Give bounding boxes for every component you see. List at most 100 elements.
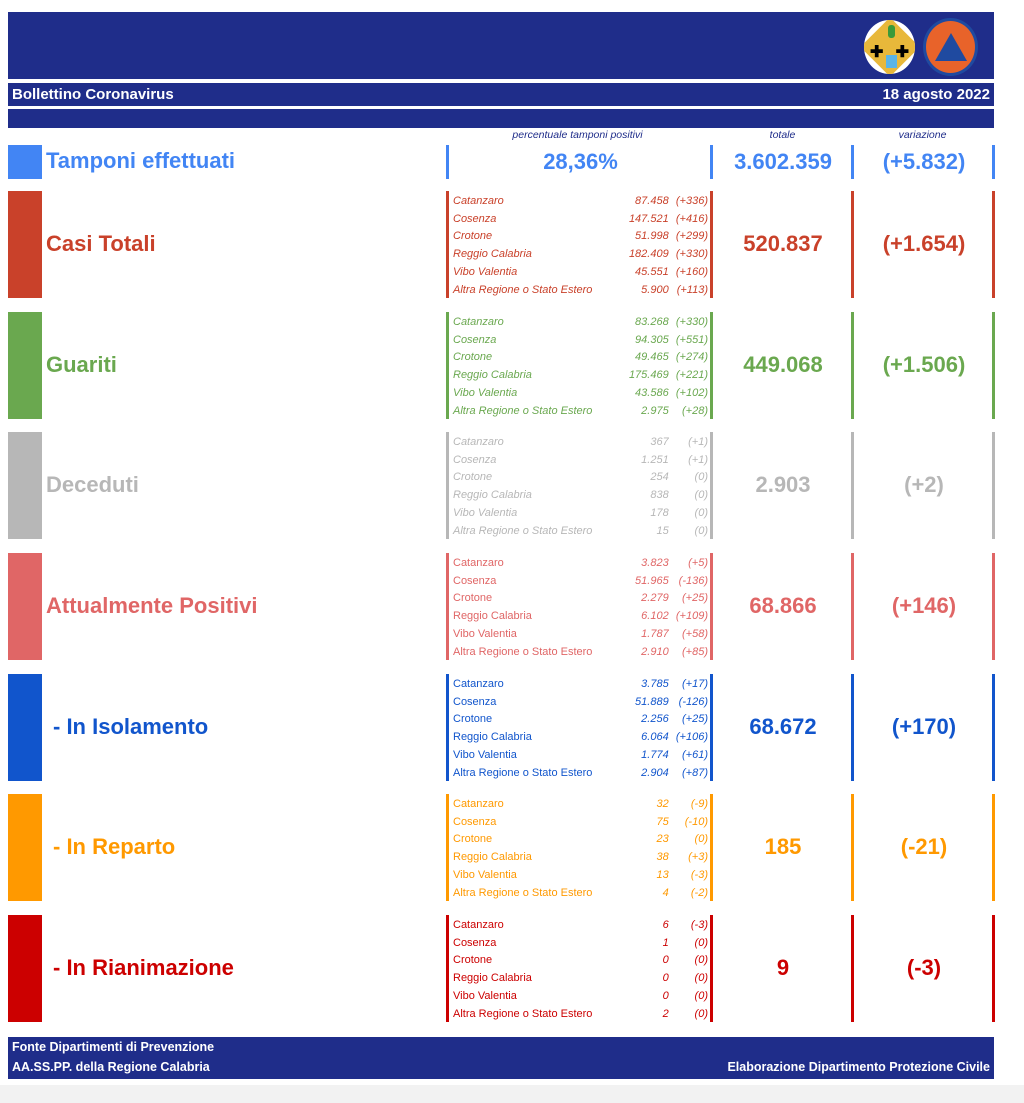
province-delta: (+85) (682, 645, 708, 658)
province-row: Vibo Valentia 43.586 (+102) (453, 384, 708, 402)
province-value: 1 (662, 936, 669, 949)
province-row: Crotone 23 (0) (453, 831, 708, 849)
province-row: Crotone 51.998 (+299) (453, 228, 708, 246)
province-delta: (-3) (690, 869, 708, 882)
province-name: Cosenza (453, 333, 497, 346)
province-delta: (+336) (675, 194, 708, 207)
province-name: Reggio Calabria (453, 369, 532, 382)
divider (992, 432, 995, 539)
province-name: Crotone (453, 230, 493, 243)
divider (851, 915, 854, 1022)
province-delta: (+87) (682, 766, 708, 779)
tamponi-change: (+5.832) (882, 149, 966, 174)
province-delta: (+330) (675, 248, 708, 261)
section-swatch (8, 674, 42, 781)
province-delta: (+106) (675, 731, 708, 744)
section-swatch (8, 312, 42, 419)
province-name: Catanzaro (453, 918, 504, 931)
footer-asp: AA.SS.PP. della Regione Calabria (12, 1060, 210, 1074)
province-row: Vibo Valentia 1.774 (+61) (453, 746, 708, 764)
province-delta: (+1) (688, 453, 708, 466)
province-value: 45.551 (635, 266, 669, 279)
province-name: Vibo Valentia (453, 387, 518, 400)
section-swatch (8, 915, 42, 1022)
province-value: 13 (656, 869, 669, 882)
change-column-header: variazione (898, 129, 947, 141)
province-delta: (0) (694, 471, 708, 484)
province-name: Reggio Calabria (453, 972, 532, 985)
divider (710, 432, 713, 539)
province-delta: (-136) (678, 574, 708, 587)
logos: ✚ ✚ (862, 18, 978, 76)
tamponi-section: Tamponi effettuati 28,36% 3.602.359 (+5.… (8, 145, 998, 179)
province-row: Reggio Calabria 0 (0) (453, 969, 708, 987)
province-row: Reggio Calabria 838 (0) (453, 486, 708, 504)
province-name: Cosenza (453, 936, 497, 949)
province-delta: (+25) (682, 592, 708, 605)
province-delta: (+160) (675, 266, 708, 279)
section-title: Deceduti (46, 472, 139, 497)
province-delta: (+109) (675, 610, 708, 623)
province-row: Vibo Valentia 45.551 (+160) (453, 263, 708, 281)
section-in-reparto: - In Reparto Catanzaro 32 (-9) Cosenza 7… (8, 794, 998, 901)
divider (710, 312, 713, 419)
bottom-strip (0, 1085, 1024, 1103)
divider (446, 312, 449, 419)
province-row: Crotone 2.279 (+25) (453, 590, 708, 608)
divider (446, 432, 449, 539)
divider (992, 553, 995, 660)
province-value: 2.975 (641, 404, 669, 417)
province-value: 15 (656, 524, 669, 537)
province-delta: (+274) (675, 351, 708, 364)
divider (446, 191, 449, 298)
province-row: Reggio Calabria 6.064 (+106) (453, 728, 708, 746)
title-bar: Bollettino Coronavirus 18 agosto 2022 (8, 83, 994, 106)
province-name: Catanzaro (453, 556, 504, 569)
province-row: Crotone 2.256 (+25) (453, 711, 708, 729)
province-list: Catanzaro 32 (-9) Cosenza 75 (-10) Croto… (453, 795, 708, 902)
province-value: 254 (650, 471, 669, 484)
section-change: (+146) (891, 593, 957, 618)
province-row: Catanzaro 3.785 (+17) (453, 675, 708, 693)
sub-banner (8, 109, 994, 128)
divider (446, 674, 449, 781)
section-change: (+1.654) (882, 231, 966, 256)
section-title: - In Isolamento (53, 714, 209, 739)
province-name: Catanzaro (453, 194, 504, 207)
page-title: Bollettino Coronavirus (12, 86, 174, 103)
divider (992, 674, 995, 781)
province-value: 0 (662, 954, 669, 967)
divider (992, 191, 995, 298)
section-title: - In Reparto (53, 834, 176, 859)
province-row: Reggio Calabria 175.469 (+221) (453, 366, 708, 384)
province-value: 175.469 (628, 369, 669, 382)
section-total: 2.903 (755, 472, 811, 497)
province-name: Reggio Calabria (453, 731, 532, 744)
province-delta: (0) (694, 489, 708, 502)
province-delta: (+551) (675, 333, 708, 346)
section-total: 9 (776, 955, 790, 980)
province-row: Reggio Calabria 182.409 (+330) (453, 245, 708, 263)
province-name: Reggio Calabria (453, 851, 532, 864)
footer-source: Fonte Dipartimenti di Prevenzione (12, 1040, 215, 1054)
province-name: Altra Regione o Stato Estero (453, 766, 593, 779)
province-name: Reggio Calabria (453, 248, 532, 261)
province-name: Vibo Valentia (453, 507, 518, 520)
province-value: 178 (650, 507, 669, 520)
section-change: (+2) (904, 472, 944, 497)
section-in-isolamento: - In Isolamento Catanzaro 3.785 (+17) Co… (8, 674, 998, 781)
divider (851, 145, 854, 179)
province-value: 0 (662, 972, 669, 985)
section-swatch (8, 432, 42, 539)
section-change: (-21) (900, 834, 948, 859)
divider (710, 191, 713, 298)
province-row: Catanzaro 3.823 (+5) (453, 554, 708, 572)
province-value: 838 (650, 489, 669, 502)
province-name: Vibo Valentia (453, 749, 517, 762)
percent-column-header: percentuale tamponi positivi (512, 129, 643, 141)
province-delta: (-126) (678, 695, 708, 708)
province-row: Altra Regione o Stato Estero 2.975 (+28) (453, 402, 708, 420)
province-value: 3.823 (641, 556, 669, 569)
province-name: Catanzaro (453, 435, 504, 448)
divider (851, 191, 854, 298)
